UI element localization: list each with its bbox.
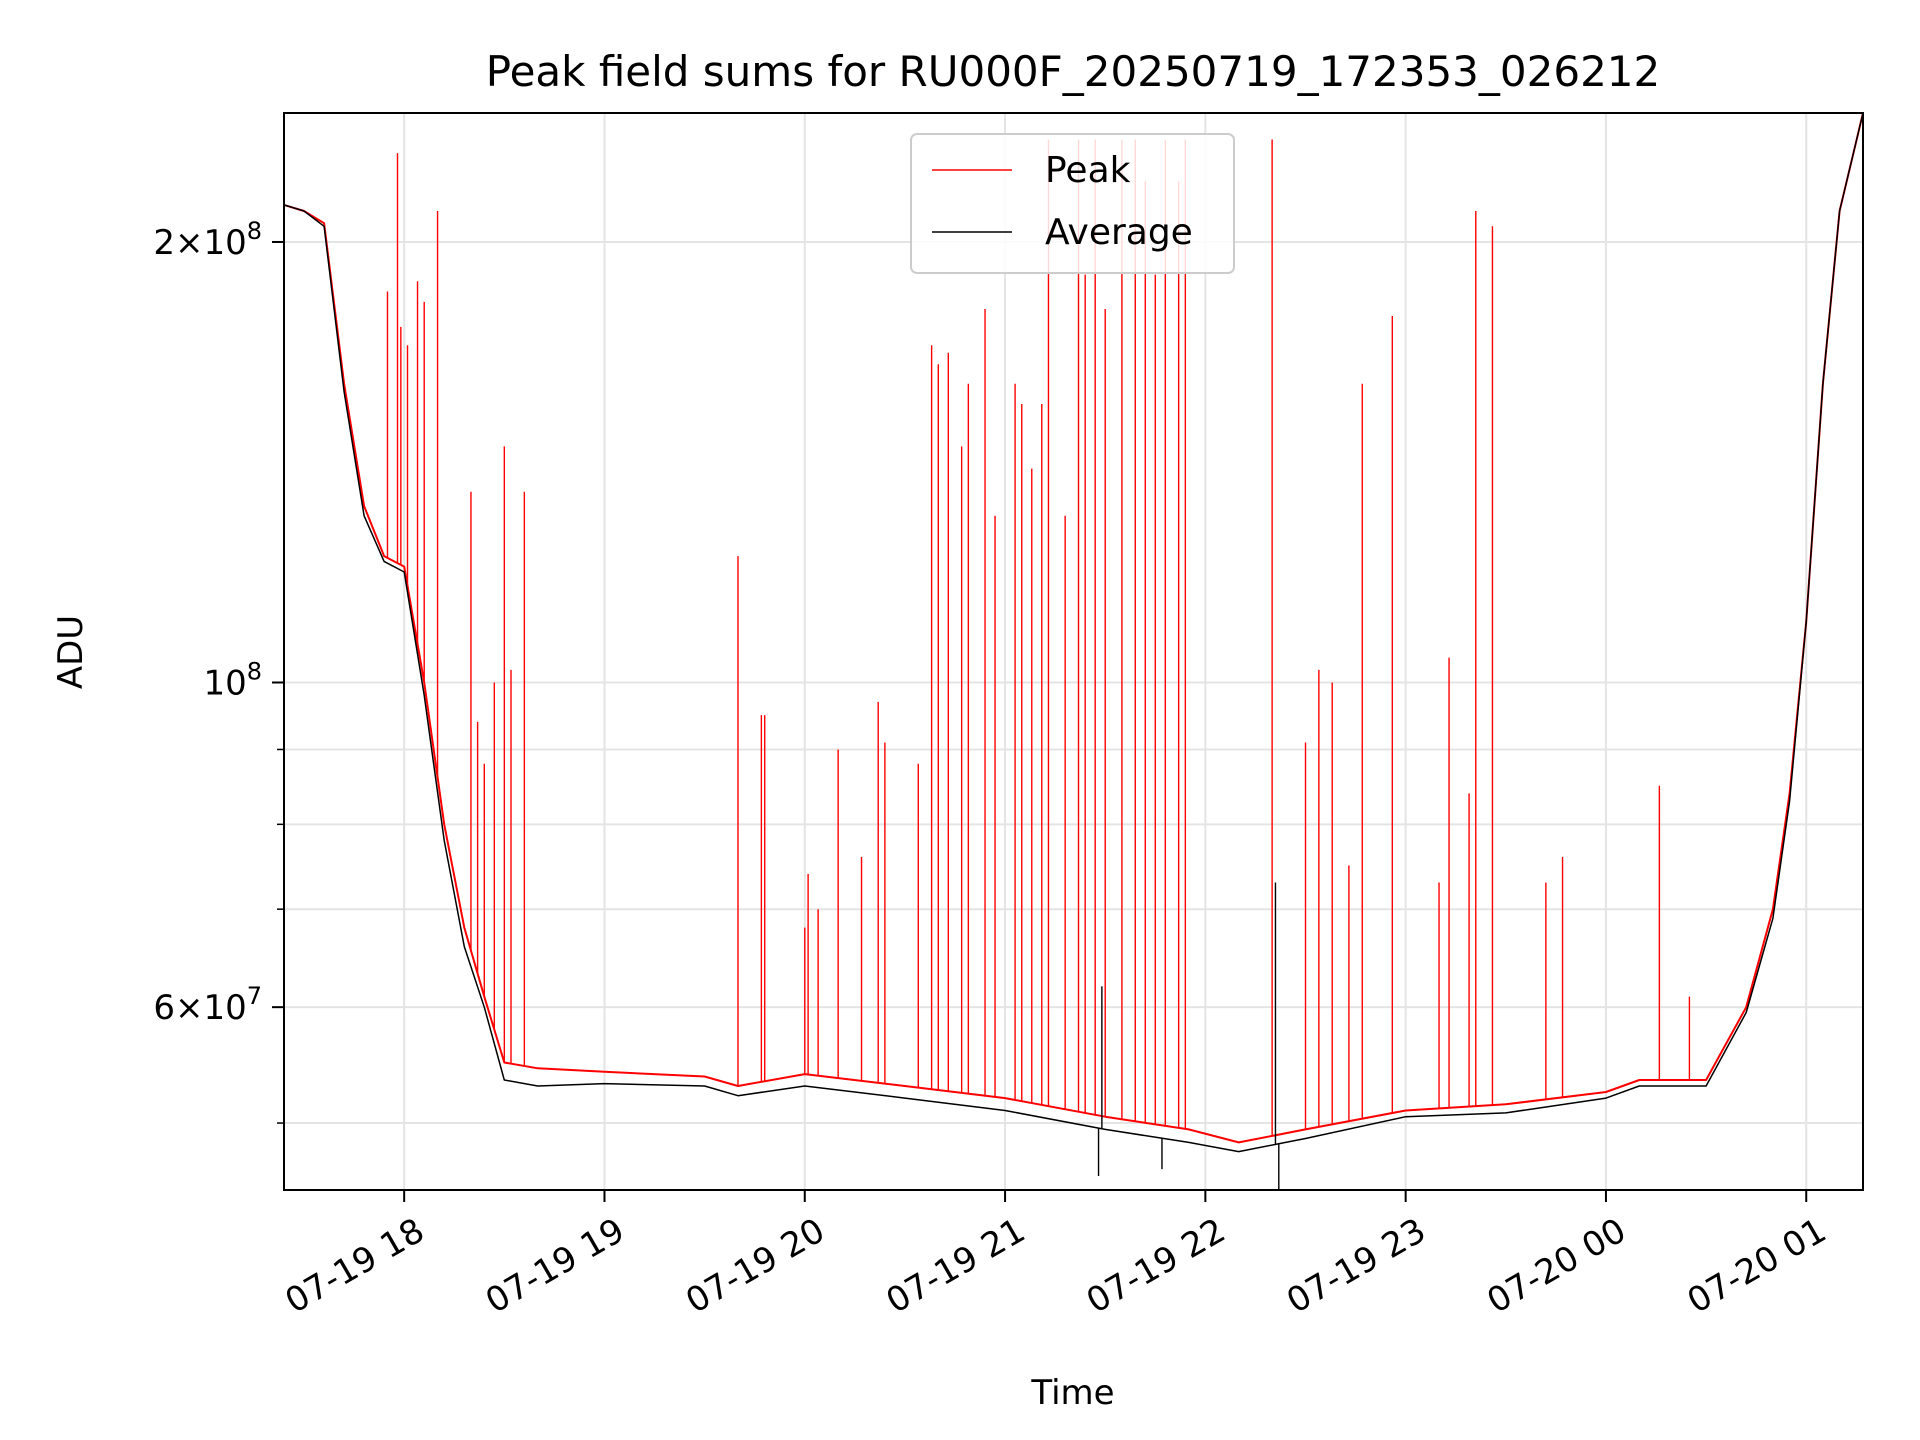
legend: Peak Average	[910, 133, 1235, 274]
series-layer	[283, 112, 1864, 1190]
y-tick-base: 10	[203, 988, 246, 1028]
y-tick-label: 108	[203, 658, 262, 704]
y-tick-times: ×	[175, 223, 204, 263]
y-tick-label: 6×107	[153, 982, 262, 1028]
y-tick-exp: 7	[247, 982, 262, 1010]
legend-peak-label: Peak	[1045, 150, 1131, 191]
series-average-line	[283, 112, 1864, 1153]
y-tick-mantissa: 2	[153, 223, 175, 263]
legend-box	[910, 133, 1235, 274]
axes-frame	[283, 112, 1864, 1191]
y-tick-base: 10	[203, 223, 246, 263]
y-axis-label: ADU	[51, 615, 91, 689]
x-axis-label: Time	[1030, 1373, 1114, 1413]
y-tick-exp: 8	[247, 658, 262, 686]
y-tick-label: 2×108	[153, 217, 262, 263]
y-tick-mantissa: 6	[153, 988, 175, 1028]
chart-title: Peak field sums for RU000F_20250719_1723…	[486, 47, 1660, 96]
legend-average-label: Average	[1045, 212, 1193, 253]
y-tick-base: 10	[203, 664, 246, 704]
y-tick-exp: 8	[247, 217, 262, 245]
y-tick-times: ×	[175, 988, 204, 1028]
